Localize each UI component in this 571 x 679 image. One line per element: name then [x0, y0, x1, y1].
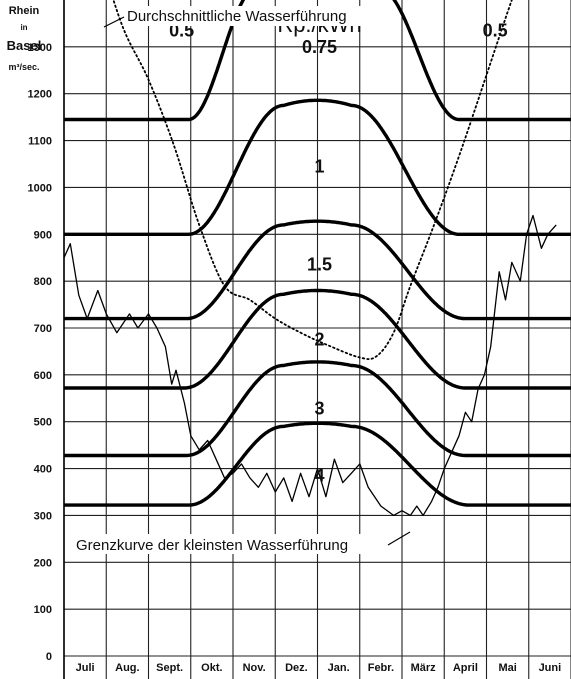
side-tariff-label: 0.5 — [483, 20, 508, 40]
tariff-curve-label: 4 — [314, 466, 324, 486]
minimum-flow-curve — [63, 214, 557, 517]
tariff-curve-2 — [63, 288, 571, 390]
x-tick-label: März — [411, 662, 437, 674]
tariff-curve-3 — [63, 360, 571, 458]
tariff-curve-0.75 — [63, 0, 571, 122]
y-tick-label: 1300 — [28, 42, 52, 54]
x-tick-label: Nov. — [243, 662, 266, 674]
x-tick-label: Aug. — [115, 662, 139, 674]
annotation-background — [124, 6, 374, 26]
y-tick-label: 1100 — [28, 136, 52, 148]
minimum-flow-label: Grenzkurve der kleinsten Wasserführung — [76, 537, 348, 554]
annotation-leader — [387, 531, 411, 546]
y-tick-label: 700 — [34, 323, 52, 335]
y-tick-label: 200 — [34, 557, 52, 569]
x-tick-label: Mai — [498, 662, 516, 674]
axis-title-line: m³/sec. — [8, 62, 39, 72]
tariff-curve-4 — [63, 421, 571, 507]
x-tick-label: Okt. — [201, 662, 222, 674]
tariff-curve-label: 1 — [314, 156, 324, 176]
x-tick-label: Jan. — [328, 662, 350, 674]
tariff-curve-label: 3 — [314, 399, 324, 419]
average-flow-curve — [112, 0, 513, 361]
x-tick-label: Febr. — [368, 662, 394, 674]
tariff-curve-1 — [63, 98, 571, 236]
x-tick-label: Dez. — [285, 662, 308, 674]
y-tick-label: 600 — [34, 370, 52, 382]
axis-title-line: Basel — [7, 38, 42, 53]
x-tick-label: Juni — [539, 662, 562, 674]
tariff-curve-1.5 — [63, 219, 571, 321]
y-tick-label: 1000 — [28, 182, 52, 194]
x-tick-label: Sept. — [156, 662, 183, 674]
y-tick-label: 400 — [34, 464, 52, 476]
annotation-background — [74, 534, 392, 554]
y-tick-label: 1200 — [28, 89, 52, 101]
y-tick-label: 0 — [46, 651, 52, 663]
annotation-leader — [103, 16, 125, 28]
tariff-curve-label: 2 — [314, 330, 324, 350]
axis-title-line: Rhein — [9, 5, 40, 17]
y-tick-label: 900 — [34, 229, 52, 241]
y-tick-label: 800 — [34, 276, 52, 288]
y-tick-label: 500 — [34, 417, 52, 429]
average-flow-label: Durchschnittliche Wasserführung — [127, 8, 347, 25]
tariff-curve-label: 1.5 — [307, 255, 332, 275]
tariff-curve-label: 0.75 — [302, 37, 337, 57]
axis-title-line: in — [20, 23, 27, 32]
y-tick-label: 100 — [34, 604, 52, 616]
x-tick-label: Juli — [76, 662, 95, 674]
x-tick-label: April — [453, 662, 478, 674]
y-tick-label: 300 — [34, 510, 52, 522]
